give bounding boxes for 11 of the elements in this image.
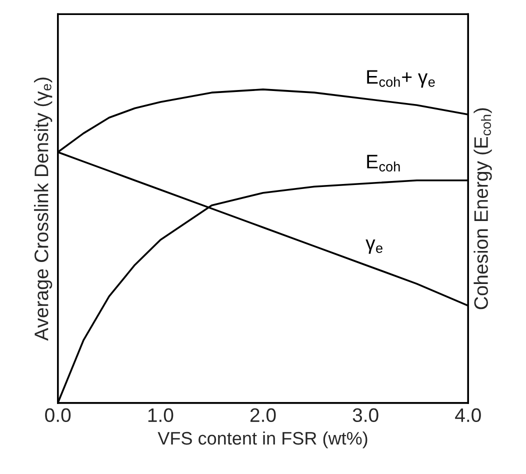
x-tick-label: 1.0 xyxy=(148,408,174,422)
x-axis-title: VFS content in FSR (wt%) xyxy=(158,431,368,448)
series-label: E$_{coh}$ xyxy=(367,154,400,172)
y2-axis-title: Cohesion Energy (E$_{coh}$) xyxy=(474,108,492,310)
x-tick-label: 0.0 xyxy=(45,408,71,422)
x-tick-label: 2.0 xyxy=(250,408,276,422)
x-tick-label: 3.0 xyxy=(352,408,378,422)
x-tick-label: 4.0 xyxy=(455,408,481,422)
series-label: γ$_{e}$ xyxy=(366,239,382,254)
series-label: E$_{coh}$+ γ$_{e}$ xyxy=(367,70,435,88)
y-axis-title: Average Crosslink Density (γ$_{e}$) xyxy=(34,78,52,341)
